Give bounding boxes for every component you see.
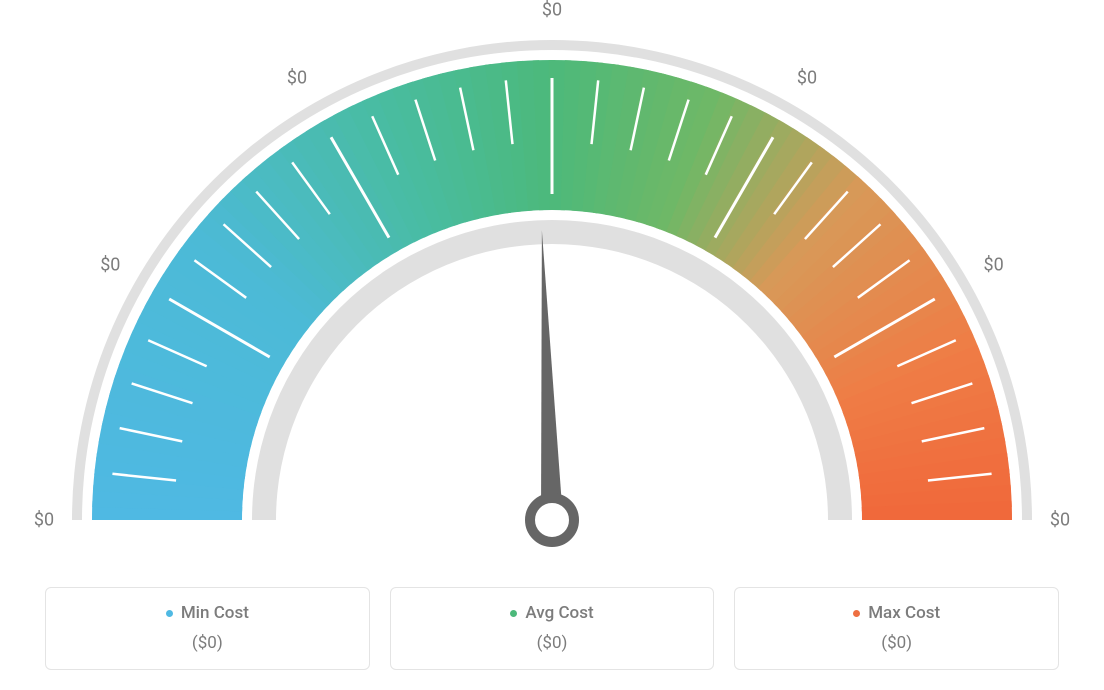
legend-label-min: Min Cost bbox=[166, 603, 249, 623]
legend-card-avg: Avg Cost ($0) bbox=[390, 587, 715, 671]
legend-row: Min Cost ($0) Avg Cost ($0) Max Cost ($0… bbox=[45, 587, 1059, 671]
scale-label: $0 bbox=[984, 255, 1004, 276]
scale-label: $0 bbox=[542, 0, 562, 21]
legend-value-min: ($0) bbox=[56, 633, 359, 653]
scale-label: $0 bbox=[100, 255, 120, 276]
scale-label: $0 bbox=[287, 68, 307, 89]
legend-label-min-text: Min Cost bbox=[181, 603, 249, 623]
cost-gauge-widget: $0 $0 $0 $0 $0 $0 $0 Min Cost ($0) Avg Cost ($… bbox=[0, 0, 1104, 690]
gauge-svg bbox=[0, 0, 1104, 560]
legend-value-max: ($0) bbox=[745, 633, 1048, 653]
legend-label-avg-text: Avg Cost bbox=[525, 603, 593, 623]
legend-label-max: Max Cost bbox=[853, 603, 940, 623]
legend-dot-avg bbox=[510, 610, 517, 617]
legend-value-avg: ($0) bbox=[401, 633, 704, 653]
legend-label-avg: Avg Cost bbox=[510, 603, 593, 623]
legend-card-max: Max Cost ($0) bbox=[734, 587, 1059, 671]
legend-card-min: Min Cost ($0) bbox=[45, 587, 370, 671]
scale-label: $0 bbox=[797, 68, 817, 89]
legend-label-max-text: Max Cost bbox=[868, 603, 940, 623]
scale-label: $0 bbox=[1050, 510, 1070, 531]
legend-dot-min bbox=[166, 610, 173, 617]
scale-label: $0 bbox=[34, 510, 54, 531]
gauge bbox=[0, 0, 1104, 560]
legend-dot-max bbox=[853, 610, 860, 617]
